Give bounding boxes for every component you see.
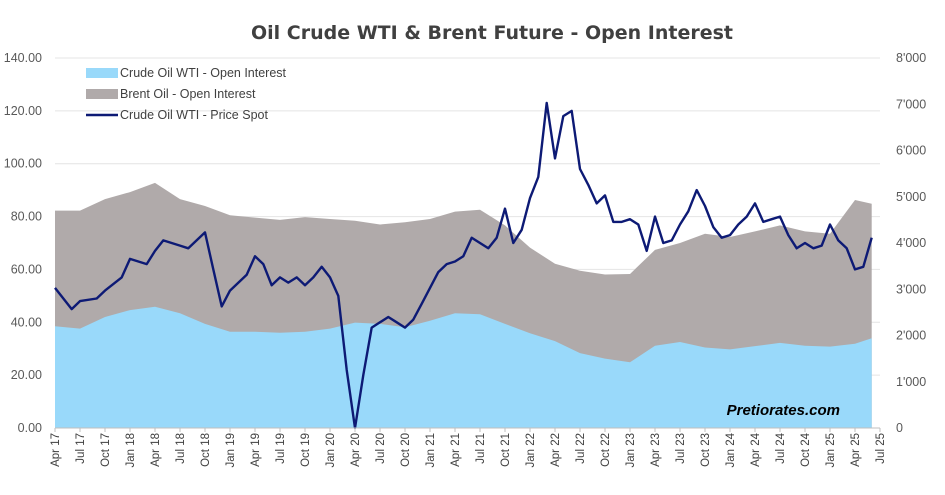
x-axis-tick-label: Jul 17 (75, 433, 87, 464)
x-axis-tick-label: Jan 19 (225, 433, 237, 468)
left-axis-tick-label: 40.00 (11, 315, 42, 329)
right-axis-tick-label: 6'000 (896, 144, 926, 158)
x-axis-tick-label: Oct 20 (400, 433, 412, 467)
x-axis-tick-label: Jan 20 (325, 433, 337, 468)
x-axis-tick-label: Jan 23 (625, 433, 637, 468)
x-axis-tick-label: Jul 20 (375, 433, 387, 464)
chart-title: Oil Crude WTI & Brent Future - Open Inte… (251, 22, 733, 44)
left-axis-tick-label: 80.00 (11, 210, 42, 224)
wti-open-interest-area (55, 306, 872, 428)
legend-label: Crude Oil WTI - Price Spot (120, 108, 268, 122)
x-axis-tick-label: Oct 18 (200, 433, 212, 467)
x-axis-tick-label: Oct 24 (800, 432, 812, 466)
legend-label: Brent Oil - Open Interest (120, 87, 256, 101)
x-axis-tick-label: Oct 19 (300, 433, 312, 467)
x-axis-tick-label: Apr 24 (750, 432, 762, 466)
x-axis-tick-label: Apr 19 (250, 433, 262, 467)
x-axis-tick-label: Oct 21 (500, 433, 512, 467)
left-axis-tick-label: 120.00 (4, 104, 42, 118)
right-axis-tick-label: 3'000 (896, 282, 926, 296)
x-axis-tick-label: Jan 25 (825, 433, 837, 468)
x-axis-tick-label: Apr 17 (50, 433, 62, 467)
right-axis-tick-label: 1'000 (896, 375, 926, 389)
right-axis-tick-label: 2'000 (896, 329, 926, 343)
x-axis-tick-label: Jul 18 (175, 433, 187, 464)
x-axis-tick-label: Oct 23 (700, 433, 712, 467)
x-axis-tick-label: Jan 22 (525, 433, 537, 468)
x-axis-tick-label: Jul 24 (775, 432, 787, 463)
x-axis-tick-label: Jan 21 (425, 433, 437, 468)
legend-label: Crude Oil WTI - Open Interest (120, 66, 287, 80)
right-axis-tick-label: 4'000 (896, 236, 926, 250)
left-axis-tick-label: 140.00 (4, 51, 42, 65)
legend: Crude Oil WTI - Open Interest Brent Oil -… (86, 66, 287, 122)
left-axis-tick-label: 60.00 (11, 262, 42, 276)
x-axis-tick-label: Apr 22 (550, 433, 562, 467)
x-axis-tick-label: Apr 25 (850, 433, 862, 467)
right-axis-tick-label: 0 (896, 421, 903, 435)
right-axis-tick-label: 7'000 (896, 97, 926, 111)
x-axis-tick-label: Jul 23 (675, 433, 687, 464)
x-axis-tick-label: Jul 19 (275, 433, 287, 464)
x-axis-tick-label: Jan 18 (125, 433, 137, 468)
axes: 0.00 20.00 40.00 60.00 80.00 100.00 120.00 140.… (4, 51, 926, 468)
x-axis-tick-label: Apr 23 (650, 433, 662, 467)
x-axis-tick-label: Jan 24 (725, 432, 737, 467)
x-axis-tick-label: Oct 22 (600, 433, 612, 467)
x-axis-tick-label: Apr 18 (150, 433, 162, 467)
left-axis-tick-label: 100.00 (4, 157, 42, 171)
legend-swatch (86, 89, 118, 99)
watermark-text: Pretiorates.com (727, 402, 840, 419)
right-axis-tick-label: 5'000 (896, 190, 926, 204)
area-series (55, 182, 872, 428)
x-axis-tick-label: Jul 25 (875, 433, 887, 464)
x-axis-tick-label: Oct 17 (100, 433, 112, 467)
line-series (54, 101, 873, 430)
legend-swatch (86, 68, 118, 78)
x-axis-tick-label: Jul 22 (575, 433, 587, 464)
left-axis-tick-label: 0.00 (18, 421, 42, 435)
x-axis-tick-label: Apr 20 (350, 433, 362, 467)
wti-price-line (54, 101, 873, 430)
x-axis-tick-label: Jul 21 (475, 433, 487, 464)
right-axis-tick-label: 8'000 (896, 51, 926, 65)
x-axis-tick-label: Apr 21 (450, 433, 462, 467)
left-axis-tick-label: 20.00 (11, 368, 42, 382)
